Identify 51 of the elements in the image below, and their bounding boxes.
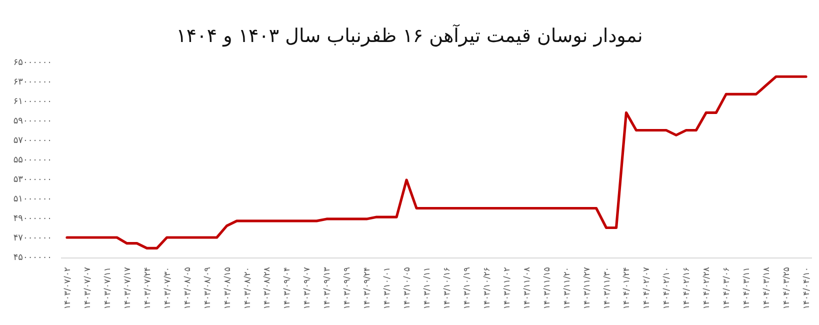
- x-tick-label: ۱۴۰۴/۰۳/۱۱: [742, 267, 752, 310]
- y-tick-label: ۵۳۰۰۰۰۰۰: [13, 175, 52, 185]
- x-tick-label: ۱۴۰۳/۰۹/۲۴: [362, 267, 373, 310]
- line-series: [66, 75, 808, 250]
- y-tick-label: ۴۵۰۰۰۰۰۰: [13, 253, 52, 263]
- x-tick-label: ۱۴۰۳/۰۷/۲۴: [142, 267, 153, 310]
- x-tick-label: ۱۴۰۳/۰۹/۱۹: [342, 266, 353, 310]
- x-tick-label: ۱۴۰۳/۱۰/۰۵: [402, 266, 413, 310]
- x-tick-label: ۱۴۰۳/۱۰/۱۶: [442, 267, 452, 310]
- x-tick-label: ۱۴۰۳/۰۹/۱۳: [322, 266, 333, 310]
- x-tick-label: ۱۴۰۳/۱۱/۰۲: [502, 266, 512, 310]
- x-tick-label: ۱۴۰۳/۱۱/۰۸: [522, 266, 532, 310]
- x-tick-label: ۱۴۰۳/۰۸/۱۵: [222, 266, 233, 310]
- x-tick-label: ۱۴۰۳/۱۰/۱۹: [462, 266, 472, 310]
- x-tick-label: ۱۴۰۴/۰۲/۰۷: [642, 266, 652, 310]
- x-tick-label: ۱۴۰۴/۰۳/۱۸: [762, 266, 772, 310]
- x-tick-label: ۱۴۰۳/۰۷/۱۱: [102, 267, 113, 310]
- x-tick-label: ۱۴۰۳/۰۹/۰۴: [282, 267, 293, 310]
- x-tick-label: ۱۴۰۳/۰۸/۰۹: [202, 266, 213, 310]
- x-tick-label: ۱۴۰۳/۰۸/۲۸: [262, 266, 273, 310]
- x-tick-label: ۱۴۰۳/۰۷/۳۰: [162, 267, 173, 310]
- y-tick-label: ۵۵۰۰۰۰۰۰: [13, 156, 52, 166]
- y-tick-label: ۶۱۰۰۰۰۰۰: [13, 97, 52, 107]
- y-tick-label: ۵۷۰۰۰۰۰۰: [13, 136, 52, 146]
- x-tick-label: ۱۴۰۳/۰۸/۲۰: [242, 267, 253, 310]
- x-tick-label: ۱۴۰۴/۰۱/۲۴: [622, 267, 632, 310]
- x-tick-label: ۱۴۰۴/۰۲/۱۰: [662, 267, 672, 310]
- x-tick-label: ۱۴۰۳/۱۰/۱۱: [422, 267, 433, 310]
- y-tick-label: ۵۱۰۰۰۰۰۰: [13, 194, 52, 204]
- y-tick-label: ۵۹۰۰۰۰۰۰: [13, 116, 52, 126]
- x-tick-label: ۱۴۰۴/۰۴/۱۰: [802, 267, 812, 310]
- chart-title: نمودار نوسان قیمت تیرآهن ۱۶ ظفرنباب سال ۱۴۰۳ و ۱۴۰۴: [176, 24, 643, 47]
- x-tick-label: ۱۴۰۳/۰۷/۰۷: [82, 266, 93, 310]
- x-tick-label: ۱۴۰۴/۰۲/۱۶: [682, 267, 692, 310]
- x-tick-label: ۱۴۰۳/۱۰/۰۱: [382, 267, 393, 310]
- x-tick-label: ۱۴۰۴/۰۳/۲۵: [782, 266, 792, 310]
- x-tick-label: ۱۴۰۳/۱۰/۲۶: [482, 267, 492, 310]
- x-tick-label: ۱۴۰۴/۰۳/۰۶: [722, 267, 732, 310]
- x-tick-label: ۱۴۰۴/۰۲/۲۸: [702, 266, 712, 310]
- y-tick-label: ۴۹۰۰۰۰۰۰: [13, 214, 52, 224]
- x-tick-label: ۱۴۰۳/۰۹/۰۷: [302, 266, 313, 310]
- x-tick-label: ۱۴۰۳/۱۱/۲۷: [582, 266, 592, 310]
- x-tick-label: ۱۴۰۳/۰۸/۰۵: [182, 266, 193, 310]
- x-tick-label: ۱۴۰۳/۰۷/۱۷: [122, 266, 133, 310]
- x-tick-label: ۱۴۰۳/۰۷/۰۲: [63, 266, 73, 310]
- x-tick-label: ۱۴۰۳/۱۱/۱۵: [542, 266, 552, 310]
- y-tick-label: ۶۳۰۰۰۰۰۰: [13, 78, 52, 88]
- x-tick-label: ۱۴۰۳/۱۱/۲۰: [562, 267, 572, 310]
- y-tick-label: ۴۷۰۰۰۰۰۰: [13, 234, 52, 244]
- y-tick-label: ۶۵۰۰۰۰۰۰: [13, 58, 52, 68]
- x-tick-label: ۱۴۰۳/۱۱/۳۰: [602, 267, 612, 310]
